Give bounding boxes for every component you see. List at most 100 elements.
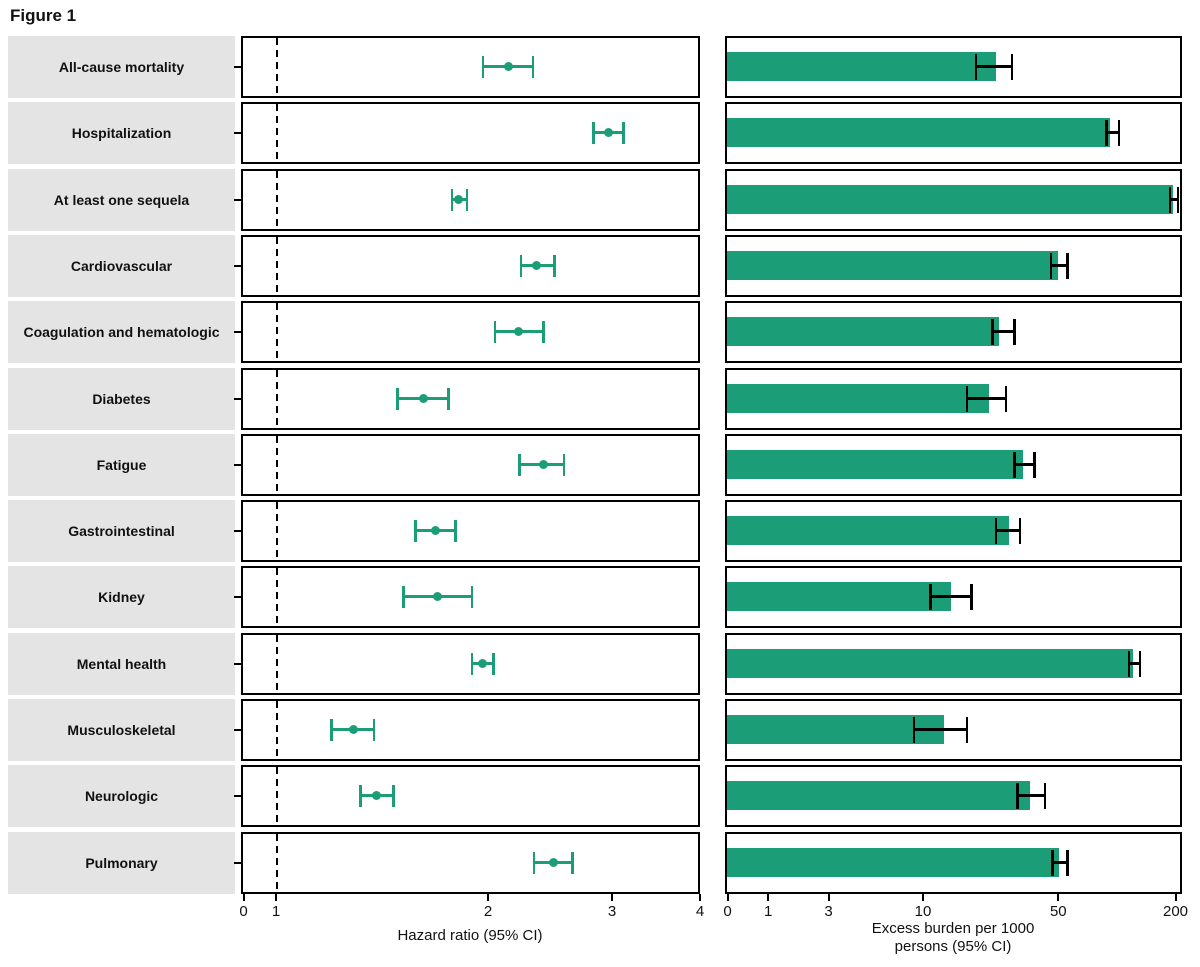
burden-bar: [727, 384, 989, 413]
y-axis-tick: [234, 66, 241, 68]
hr-point-estimate: [371, 791, 381, 800]
hazard-ratio-facet: [241, 434, 700, 496]
burden-ci-cap-low: [1049, 252, 1053, 279]
x-axis-tick: [699, 894, 701, 901]
hr-ci-cap-low: [493, 320, 497, 343]
x-axis-tick: [1174, 894, 1177, 901]
hazard-ratio-facet: [241, 500, 700, 562]
y-axis-tick: [234, 729, 241, 731]
reference-line-hr1: [275, 635, 278, 693]
hr-ci-cap-high: [562, 453, 566, 476]
hr-ci-cap-low: [481, 55, 485, 78]
y-axis-tick: [234, 862, 241, 864]
figure-title: Figure 1: [10, 6, 77, 25]
y-axis-tick: [234, 464, 241, 466]
burden-ci-line: [1050, 264, 1068, 267]
burden-bar: [727, 582, 951, 611]
hr-point-estimate: [603, 128, 613, 137]
category-label: Diabetes: [8, 368, 235, 430]
burden-ci-cap-low: [1168, 186, 1172, 213]
hr-point-estimate: [538, 460, 548, 469]
hr-ci-cap-high: [465, 188, 469, 211]
hr-ci-cap-high: [470, 585, 474, 608]
burden-bar: [727, 848, 1060, 877]
excess-burden-facet: [725, 102, 1182, 164]
burden-ci-cap-low: [912, 716, 916, 743]
burden-ci-cap-high: [1010, 53, 1014, 80]
reference-line-hr1: [275, 370, 278, 428]
hazard-ratio-facet: [241, 301, 700, 363]
reference-line-hr1: [275, 502, 278, 560]
excess-burden-facet: [725, 235, 1182, 297]
x-axis-tick-label: 1: [271, 903, 281, 920]
y-axis-tick: [234, 596, 241, 598]
excess-burden-facet: [725, 699, 1182, 761]
hazard-ratio-facet: [241, 566, 700, 628]
category-label: All-cause mortality: [8, 36, 235, 98]
hr-ci-cap-low: [470, 652, 474, 675]
excess-burden-facet: [725, 301, 1182, 363]
hazard-ratio-facet: [241, 765, 700, 827]
hr-point-estimate: [454, 195, 464, 204]
burden-ci-cap-low: [1051, 849, 1054, 876]
hr-point-estimate: [433, 592, 443, 601]
category-label: Pulmonary: [8, 832, 235, 894]
burden-ci-cap-low: [1127, 650, 1131, 677]
hr-ci-cap-high: [392, 784, 395, 807]
hr-ci-cap-high: [454, 519, 457, 542]
x-axis-tick-label: 3: [824, 903, 833, 920]
burden-bar: [727, 185, 1173, 214]
reference-line-hr1: [275, 568, 278, 626]
burden-ci-line: [1169, 198, 1178, 201]
hazard-ratio-facet: [241, 102, 700, 164]
hr-ci-cap-high: [372, 718, 376, 741]
burden-bar: [727, 52, 996, 81]
reference-line-hr1: [275, 171, 278, 229]
excess-burden-axis-title-line1: Excess burden per 1000: [871, 920, 1035, 937]
burden-ci-cap-low: [965, 385, 969, 412]
hr-ci-cap-high: [531, 55, 535, 78]
y-axis-tick: [234, 398, 241, 400]
x-axis-tick-label: 1: [764, 903, 773, 920]
burden-ci-cap-high: [1066, 252, 1069, 279]
x-axis-tick-label: 0: [723, 903, 732, 920]
hazard-ratio-facet: [241, 832, 700, 894]
x-axis-tick-label: 200: [1162, 903, 1189, 920]
x-axis-tick-label: 10: [914, 903, 932, 920]
hr-ci-cap-high: [622, 121, 625, 144]
hazard-ratio-facet: [241, 699, 700, 761]
y-axis-tick: [234, 331, 241, 333]
excess-burden-facet: [725, 368, 1182, 430]
reference-line-hr1: [275, 237, 278, 295]
y-axis-tick: [234, 663, 241, 665]
hr-ci-cap-high: [542, 320, 545, 343]
x-axis-tick: [827, 894, 830, 901]
hr-ci-cap-low: [592, 121, 595, 144]
burden-ci-line: [966, 397, 1006, 400]
excess-burden-facet: [725, 169, 1182, 231]
hr-ci-cap-high: [447, 387, 450, 410]
burden-ci-cap-high: [970, 583, 973, 610]
hr-ci-cap-low: [402, 585, 405, 608]
category-label: Kidney: [8, 566, 235, 628]
burden-bar: [727, 715, 945, 744]
burden-ci-cap-high: [1138, 650, 1142, 677]
y-axis-tick: [234, 132, 241, 134]
burden-bar: [727, 649, 1134, 678]
category-label: Fatigue: [8, 434, 235, 496]
x-axis-tick: [275, 894, 277, 901]
category-label: At least one sequela: [8, 169, 235, 231]
x-axis-tick-label: 2: [483, 903, 493, 920]
burden-ci-cap-low: [994, 517, 998, 544]
burden-ci-cap-low: [1016, 782, 1019, 809]
burden-ci-line: [1106, 131, 1119, 134]
category-label: Hospitalization: [8, 102, 235, 164]
burden-bar: [727, 781, 1031, 810]
x-axis-tick-label: 0: [239, 903, 248, 920]
category-label: Coagulation and hematologic: [8, 301, 235, 363]
reference-line-hr1: [275, 767, 278, 825]
category-label: Gastrointestinal: [8, 500, 235, 562]
hr-point-estimate: [532, 261, 542, 270]
x-axis-tick: [487, 894, 489, 901]
hr-ci-cap-low: [519, 254, 523, 277]
